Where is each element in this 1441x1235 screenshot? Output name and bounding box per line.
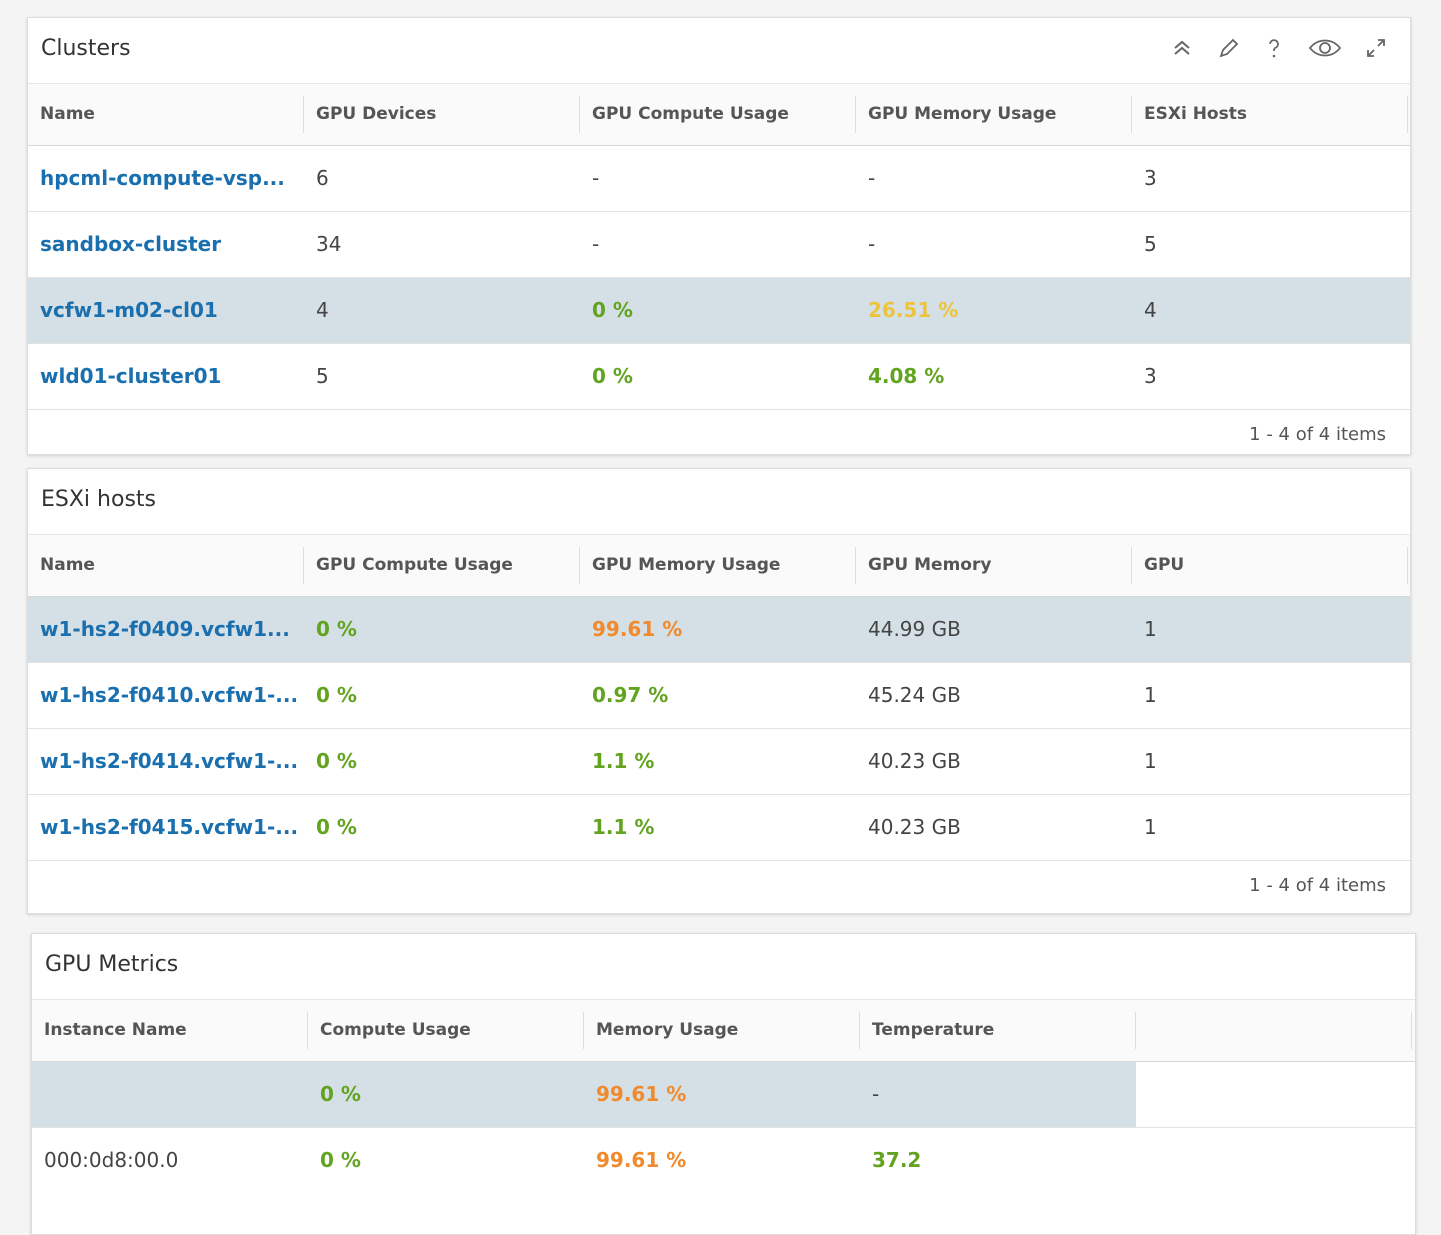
value-cell: 1	[1144, 683, 1157, 707]
edit-icon[interactable]	[1216, 36, 1240, 60]
value-cell: 44.99 GB	[856, 597, 1132, 662]
column-header	[1136, 1012, 1412, 1049]
esxi-panel: ESXi hosts Name GPU Compute Usage GPU Memo…	[27, 468, 1411, 914]
expand-icon[interactable]	[1364, 36, 1388, 60]
value-cell: 1	[1144, 749, 1157, 773]
column-header: Instance Name	[32, 1012, 308, 1049]
table-row: w1-hs2-f0410.vcfw1-... 0 % 0.97 % 45.24 GB 1	[28, 663, 1410, 729]
value-cell: -	[592, 232, 600, 256]
column-header: GPU Memory Usage	[580, 547, 856, 584]
clusters-panel: Clusters Name GPU Devices GPU Compute Usag…	[27, 17, 1411, 455]
table-row: 0 % 99.61 % -	[32, 1062, 1415, 1128]
value-cell: 45.24 GB	[868, 683, 961, 707]
table-row: w1-hs2-f0415.vcfw1-... 0 % 1.1 % 40.23 GB 1	[28, 795, 1410, 861]
name-cell[interactable]: sandbox-cluster	[40, 232, 222, 256]
name-cell[interactable]: w1-hs2-f0414.vcfw1-...	[40, 749, 299, 773]
value-cell: 5	[1144, 232, 1157, 256]
value-cell: 0 %	[320, 1148, 361, 1172]
title-text: Clusters	[41, 36, 131, 61]
title-text: GPU Metrics	[45, 952, 179, 977]
pagination-footer: 1 - 4 of 4 items	[1249, 424, 1386, 445]
name-cell[interactable]: vcfw1-m02-cl01	[28, 278, 304, 343]
column-header: GPU Memory	[856, 547, 1132, 584]
value-cell: 40.23 GB	[868, 815, 961, 839]
header-row: Name GPU Compute Usage GPU Memory Usage GPU…	[28, 535, 1410, 597]
help-icon[interactable]	[1262, 36, 1286, 60]
value-cell: 1.1 %	[592, 749, 655, 773]
value-cell: 0 %	[316, 683, 357, 707]
table-row: hpcml-compute-vsp... 6 - - 3	[28, 146, 1410, 212]
value-cell: -	[592, 166, 600, 190]
column-header: GPU Compute Usage	[304, 547, 580, 584]
title-text: ESXi hosts	[41, 487, 156, 512]
panel-title: Clusters	[28, 18, 1410, 84]
value-cell: 1.1 %	[592, 815, 655, 839]
column-header: GPU Memory Usage	[856, 96, 1132, 133]
column-header: Compute Usage	[308, 1012, 584, 1049]
column-header: Temperature	[860, 1012, 1136, 1049]
name-cell[interactable]: wld01-cluster01	[40, 364, 222, 388]
value-cell: 4	[1132, 278, 1408, 343]
column-header: Memory Usage	[584, 1012, 860, 1049]
name-cell[interactable]: w1-hs2-f0415.vcfw1-...	[40, 815, 299, 839]
panel-title: ESXi hosts	[28, 469, 1410, 535]
value-cell: 0 %	[592, 364, 633, 388]
name-cell	[32, 1062, 308, 1127]
name-cell: 000:0d8:00.0	[44, 1148, 179, 1172]
column-header: Name	[28, 547, 304, 584]
value-cell: 0 %	[580, 278, 856, 343]
value-cell: 3	[1144, 364, 1157, 388]
panel-title: GPU Metrics	[32, 934, 1415, 1000]
table-row: wld01-cluster01 5 0 % 4.08 % 3	[28, 344, 1410, 410]
table-row: sandbox-cluster 34 - - 5	[28, 212, 1410, 278]
table-row: w1-hs2-f0414.vcfw1-... 0 % 1.1 % 40.23 GB 1	[28, 729, 1410, 795]
value-cell: 99.61 %	[580, 597, 856, 662]
value-cell: 0 %	[308, 1062, 584, 1127]
column-header: GPU	[1132, 547, 1408, 584]
value-cell: -	[868, 232, 876, 256]
value-cell: 40.23 GB	[868, 749, 961, 773]
value-cell: 6	[316, 166, 329, 190]
name-cell[interactable]: hpcml-compute-vsp...	[40, 166, 285, 190]
collapse-icon[interactable]	[1170, 36, 1194, 60]
table-row: 000:0d8:00.0 0 % 99.61 % 37.2	[32, 1128, 1415, 1193]
value-cell: 1	[1144, 815, 1157, 839]
value-cell: -	[860, 1062, 1136, 1127]
value-cell: 99.61 %	[596, 1148, 687, 1172]
value-cell: 5	[316, 364, 329, 388]
column-header: GPU Compute Usage	[580, 96, 856, 133]
value-cell: 0 %	[304, 597, 580, 662]
value-cell: 4	[304, 278, 580, 343]
view-icon[interactable]	[1308, 36, 1342, 60]
value-cell: 34	[316, 232, 342, 256]
value-cell: -	[868, 166, 876, 190]
toolbar	[1170, 36, 1388, 60]
value-cell: 4.08 %	[868, 364, 945, 388]
value-cell: 26.51 %	[856, 278, 1132, 343]
value-cell: 99.61 %	[584, 1062, 860, 1127]
table-row: w1-hs2-f0409.vcfw1... 0 % 99.61 % 44.99 GB 1	[28, 597, 1410, 663]
value-cell: 0.97 %	[592, 683, 669, 707]
gpu-metrics-panel: GPU Metrics Instance Name Compute Usage Me…	[31, 933, 1416, 1235]
value-cell: 0 %	[316, 815, 357, 839]
value-cell: 0 %	[316, 749, 357, 773]
pagination-footer: 1 - 4 of 4 items	[1249, 875, 1386, 896]
header-row: Name GPU Devices GPU Compute Usage GPU Memo…	[28, 84, 1410, 146]
name-cell[interactable]: w1-hs2-f0410.vcfw1-...	[40, 683, 299, 707]
value-cell: 1	[1132, 597, 1408, 662]
value-cell: 37.2	[872, 1148, 922, 1172]
column-header: Name	[28, 96, 304, 133]
column-header: GPU Devices	[304, 96, 580, 133]
header-row: Instance Name Compute Usage Memory Usage Te…	[32, 1000, 1415, 1062]
name-cell[interactable]: w1-hs2-f0409.vcfw1...	[28, 597, 304, 662]
value-cell: 3	[1144, 166, 1157, 190]
column-header: ESXi Hosts	[1132, 96, 1408, 133]
table-row: vcfw1-m02-cl01 4 0 % 26.51 % 4	[28, 278, 1410, 344]
